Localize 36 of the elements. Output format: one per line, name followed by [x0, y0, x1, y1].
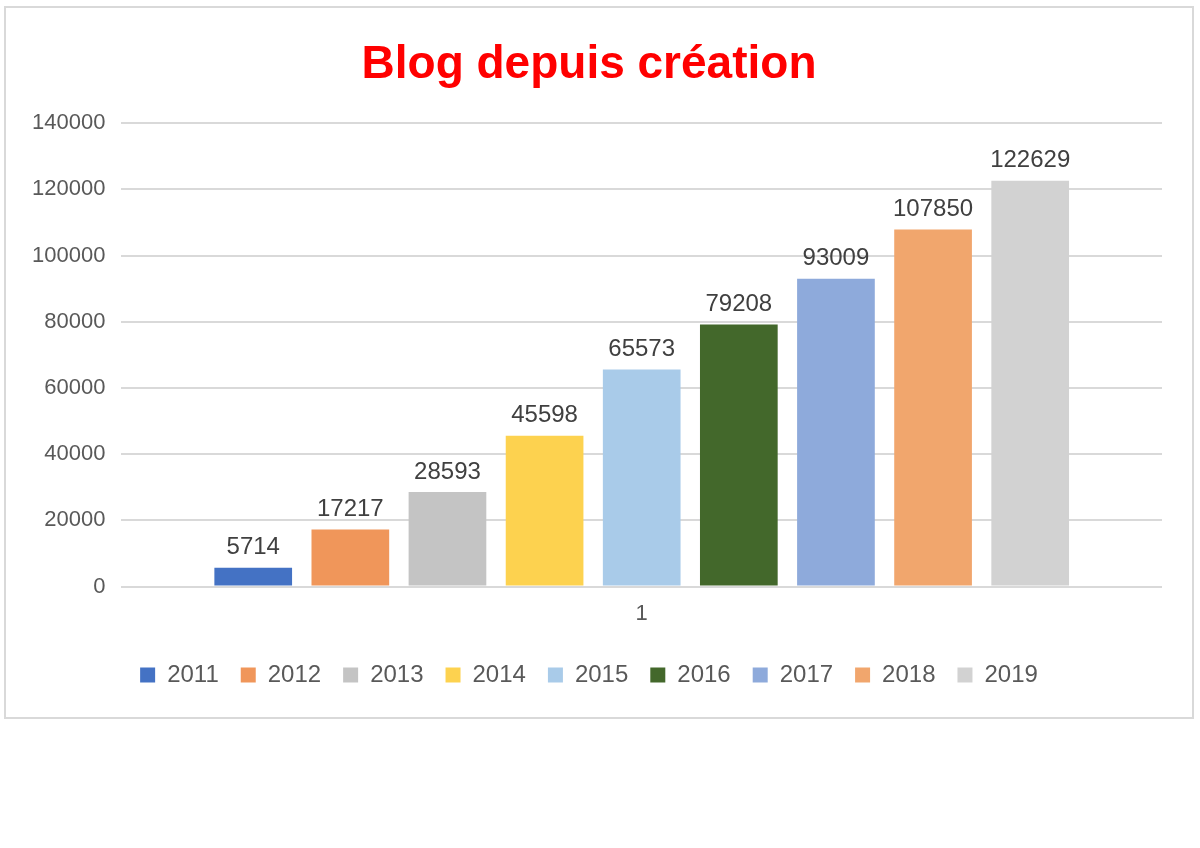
y-tick-label: 100000	[31, 241, 106, 267]
y-tick-label: 20000	[44, 506, 106, 532]
y-tick-label: 60000	[44, 374, 106, 400]
data-label: 45598	[511, 400, 578, 428]
y-tick-label: 80000	[44, 307, 106, 333]
legend-label: 2016	[677, 659, 731, 687]
y-tick-label: 140000	[31, 109, 106, 135]
legend-label: 2019	[984, 659, 1038, 687]
legend-label: 2013	[370, 659, 424, 687]
legend-label: 2017	[779, 659, 834, 687]
data-label: 65573	[608, 334, 676, 362]
data-label: 17217	[316, 494, 384, 522]
bar	[602, 369, 681, 586]
data-label: 5714	[226, 532, 280, 560]
bar	[505, 435, 584, 586]
legend-label: 2015	[574, 659, 629, 687]
data-label: 122629	[990, 145, 1071, 173]
y-tick-label: 120000	[31, 175, 106, 201]
y-tick-label: 0	[93, 572, 106, 598]
bar	[699, 324, 778, 586]
legend-label: 2014	[472, 659, 526, 687]
y-tick-label: 40000	[44, 440, 106, 466]
data-label: 107850	[893, 194, 974, 222]
data-label: 93009	[802, 243, 870, 271]
bar	[311, 529, 390, 586]
legend-label: 2018	[882, 659, 936, 687]
bar	[214, 567, 293, 586]
legend-label: 2012	[267, 659, 322, 687]
bar	[408, 491, 487, 586]
x-tick-label: 1	[635, 599, 648, 625]
data-label: 28593	[414, 456, 481, 484]
bar	[797, 278, 875, 586]
legend-label: 2011	[167, 659, 219, 687]
chart-title: Blog depuis création	[361, 36, 817, 89]
data-label: 79208	[705, 289, 773, 317]
bar	[894, 229, 972, 586]
